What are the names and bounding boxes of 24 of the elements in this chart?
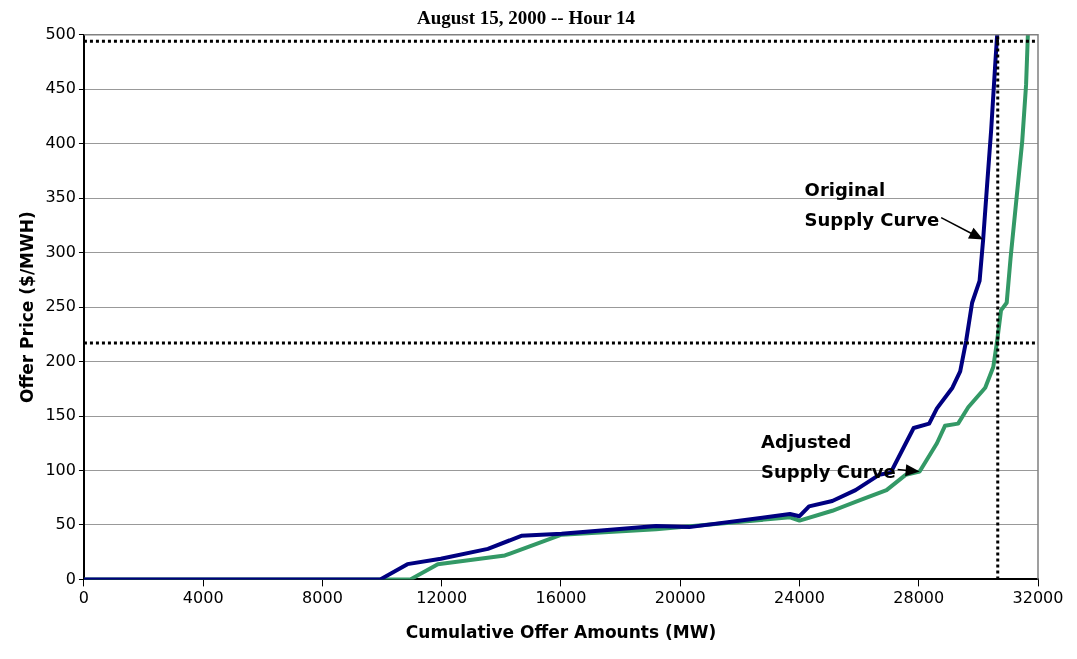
y-tick-label: 50 — [55, 514, 76, 534]
y-axis-title: Offer Price ($/MWH) — [16, 211, 37, 403]
y-tick-label: 250 — [45, 296, 76, 316]
x-tick-label: 4000 — [182, 588, 224, 608]
text: Original Supply Curve — [804, 178, 940, 230]
x-tick-label: 20000 — [654, 588, 706, 608]
x-tick-label: 24000 — [774, 588, 825, 608]
chart-title: August 15, 2000 -- Hour 14 — [416, 7, 636, 29]
x-tick-label: 12000 — [416, 588, 468, 608]
y-tick-label: 300 — [45, 241, 76, 261]
x-tick-label: 8000 — [302, 588, 343, 608]
x-tick-label: 0 — [78, 588, 90, 608]
y-tick-label: 0 — [65, 568, 76, 588]
x-axis-title: Cumulative Offer Amounts (MW) — [405, 622, 717, 643]
y-tick-label: 200 — [45, 350, 76, 370]
y-tick-label: 400 — [45, 132, 76, 152]
y-tick-label: 450 — [45, 78, 76, 98]
y-tick-label: 100 — [45, 459, 76, 479]
x-tick-label: 16000 — [535, 588, 587, 608]
y-tick-label: 150 — [45, 405, 76, 425]
x-tick-label: 28000 — [893, 588, 945, 608]
x-tick-label: 32000 — [1012, 588, 1064, 608]
y-tick-label: 500 — [45, 23, 76, 43]
y-tick-label: 350 — [45, 187, 76, 207]
